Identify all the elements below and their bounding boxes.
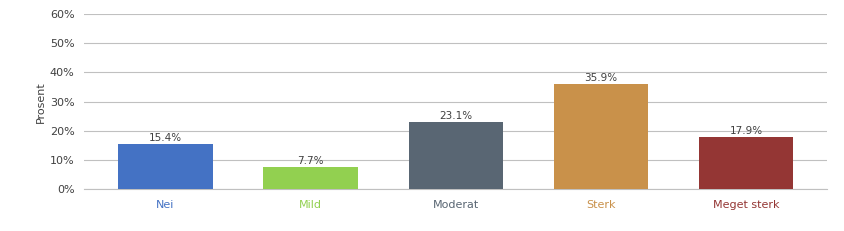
- Text: 7.7%: 7.7%: [297, 156, 324, 166]
- Text: 17.9%: 17.9%: [729, 126, 763, 136]
- Text: 15.4%: 15.4%: [149, 133, 182, 143]
- Bar: [699, 137, 793, 189]
- Y-axis label: Prosent: Prosent: [35, 81, 46, 122]
- Text: 23.1%: 23.1%: [439, 111, 473, 121]
- Bar: [554, 84, 648, 189]
- Text: 35.9%: 35.9%: [584, 73, 618, 83]
- Bar: [408, 122, 503, 189]
- Bar: [118, 144, 213, 189]
- Bar: [263, 167, 358, 189]
